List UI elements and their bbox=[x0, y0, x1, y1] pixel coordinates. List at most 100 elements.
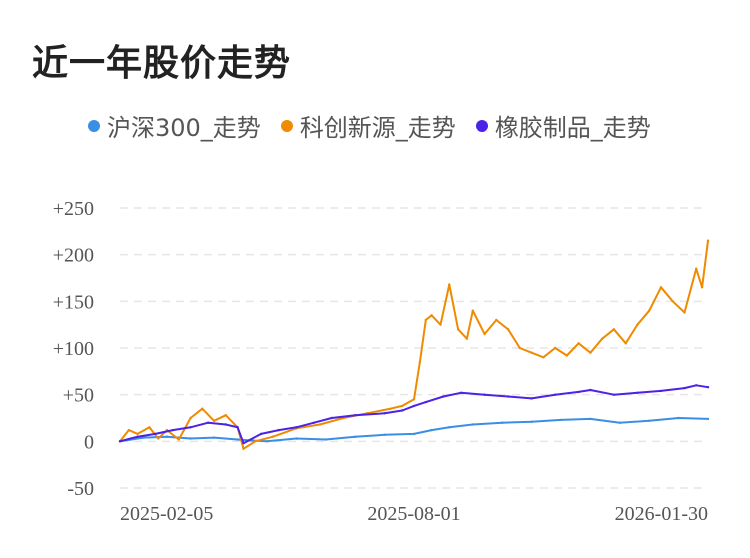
data-point bbox=[254, 440, 257, 443]
data-point bbox=[118, 440, 122, 443]
data-point bbox=[212, 419, 216, 422]
data-point bbox=[154, 432, 157, 436]
data-point bbox=[501, 421, 504, 424]
data-point bbox=[483, 393, 486, 396]
data-point bbox=[312, 421, 316, 424]
legend-item-hs300[interactable]: 沪深300_走势 bbox=[88, 108, 261, 143]
x-tick-label: 2025-08-01 bbox=[367, 503, 460, 525]
y-tick-label: 0 bbox=[84, 431, 94, 453]
data-point bbox=[389, 407, 392, 410]
y-tick-label: +150 bbox=[53, 291, 94, 313]
data-point bbox=[559, 418, 563, 422]
data-point bbox=[601, 337, 604, 340]
data-point bbox=[189, 426, 192, 429]
series-lines bbox=[118, 239, 710, 450]
data-point bbox=[506, 395, 510, 398]
data-point bbox=[212, 436, 216, 439]
data-point bbox=[127, 428, 130, 432]
data-point bbox=[677, 416, 680, 420]
data-point bbox=[612, 328, 616, 331]
data-point bbox=[530, 420, 533, 423]
data-point bbox=[683, 311, 686, 314]
data-point bbox=[648, 419, 651, 422]
data-point bbox=[412, 432, 416, 436]
data-point bbox=[659, 286, 663, 289]
data-point bbox=[659, 389, 663, 393]
data-point bbox=[424, 318, 427, 322]
data-point bbox=[412, 404, 416, 408]
data-point bbox=[542, 356, 545, 359]
y-tick-label: +100 bbox=[53, 338, 94, 360]
data-point bbox=[706, 417, 710, 421]
data-point bbox=[201, 407, 204, 410]
data-point bbox=[224, 423, 227, 426]
y-axis-ticks: +250 +200 +150 +100 +50 0 -50 bbox=[53, 198, 94, 500]
legend-item-kechuang[interactable]: 科创新源_走势 bbox=[280, 108, 456, 143]
legend-label: 沪深300_走势 bbox=[107, 114, 261, 142]
data-point bbox=[636, 391, 639, 394]
data-point bbox=[207, 421, 210, 424]
y-tick-label: +50 bbox=[63, 385, 94, 407]
data-point bbox=[383, 412, 386, 415]
data-point bbox=[695, 384, 698, 387]
data-point bbox=[589, 351, 592, 354]
data-point bbox=[265, 440, 269, 443]
data-point bbox=[624, 342, 627, 345]
data-point bbox=[177, 438, 180, 441]
data-point bbox=[259, 432, 263, 436]
data-point bbox=[295, 426, 298, 429]
data-point bbox=[142, 436, 145, 439]
data-point bbox=[636, 323, 639, 326]
data-point bbox=[618, 421, 621, 424]
y-tick-label: +200 bbox=[53, 245, 94, 267]
data-point bbox=[430, 428, 433, 432]
data-point bbox=[530, 397, 533, 400]
grid-lines bbox=[120, 207, 708, 489]
data-point bbox=[401, 404, 404, 408]
data-point bbox=[171, 428, 175, 432]
data-point bbox=[471, 423, 474, 426]
data-point bbox=[577, 342, 580, 345]
data-point bbox=[148, 426, 151, 429]
data-point bbox=[189, 437, 192, 440]
legend-dot-icon bbox=[280, 119, 293, 132]
series-line-1 bbox=[119, 239, 709, 450]
legend-dot-icon bbox=[88, 119, 100, 132]
data-point bbox=[648, 309, 651, 312]
x-axis-ticks: 2025-02-05 2025-08-01 2026-01-30 bbox=[120, 503, 708, 525]
data-point bbox=[448, 283, 451, 286]
data-point bbox=[236, 438, 239, 441]
data-point bbox=[136, 432, 139, 436]
data-point bbox=[506, 328, 510, 331]
y-tick-label: -50 bbox=[67, 478, 94, 500]
data-point bbox=[295, 437, 298, 440]
legend-item-rubber[interactable]: 橡胶制品_走势 bbox=[475, 108, 651, 143]
data-point bbox=[277, 428, 280, 432]
data-point bbox=[671, 300, 674, 303]
data-point bbox=[354, 435, 357, 438]
data-point bbox=[577, 390, 580, 394]
data-point bbox=[589, 388, 592, 392]
data-point bbox=[430, 314, 433, 317]
data-point bbox=[424, 400, 427, 404]
data-point bbox=[442, 395, 445, 398]
data-point bbox=[589, 417, 592, 421]
data-point bbox=[439, 323, 442, 326]
data-point bbox=[530, 351, 533, 354]
data-point bbox=[518, 346, 521, 350]
y-tick-label: +250 bbox=[53, 198, 94, 220]
data-point bbox=[695, 267, 698, 270]
data-point bbox=[418, 360, 422, 364]
data-point bbox=[412, 398, 416, 401]
legend: 沪深300_走势 科创新源_走势 橡胶制品_走势 bbox=[88, 108, 671, 143]
data-point bbox=[459, 391, 463, 394]
legend-dot-icon bbox=[475, 119, 488, 132]
legend-label: 橡胶制品_走势 bbox=[494, 114, 651, 142]
data-point bbox=[165, 435, 169, 438]
data-point bbox=[683, 386, 686, 390]
data-point bbox=[224, 414, 227, 417]
data-point bbox=[448, 426, 451, 429]
series-line-0 bbox=[119, 417, 709, 443]
data-point bbox=[271, 435, 275, 438]
